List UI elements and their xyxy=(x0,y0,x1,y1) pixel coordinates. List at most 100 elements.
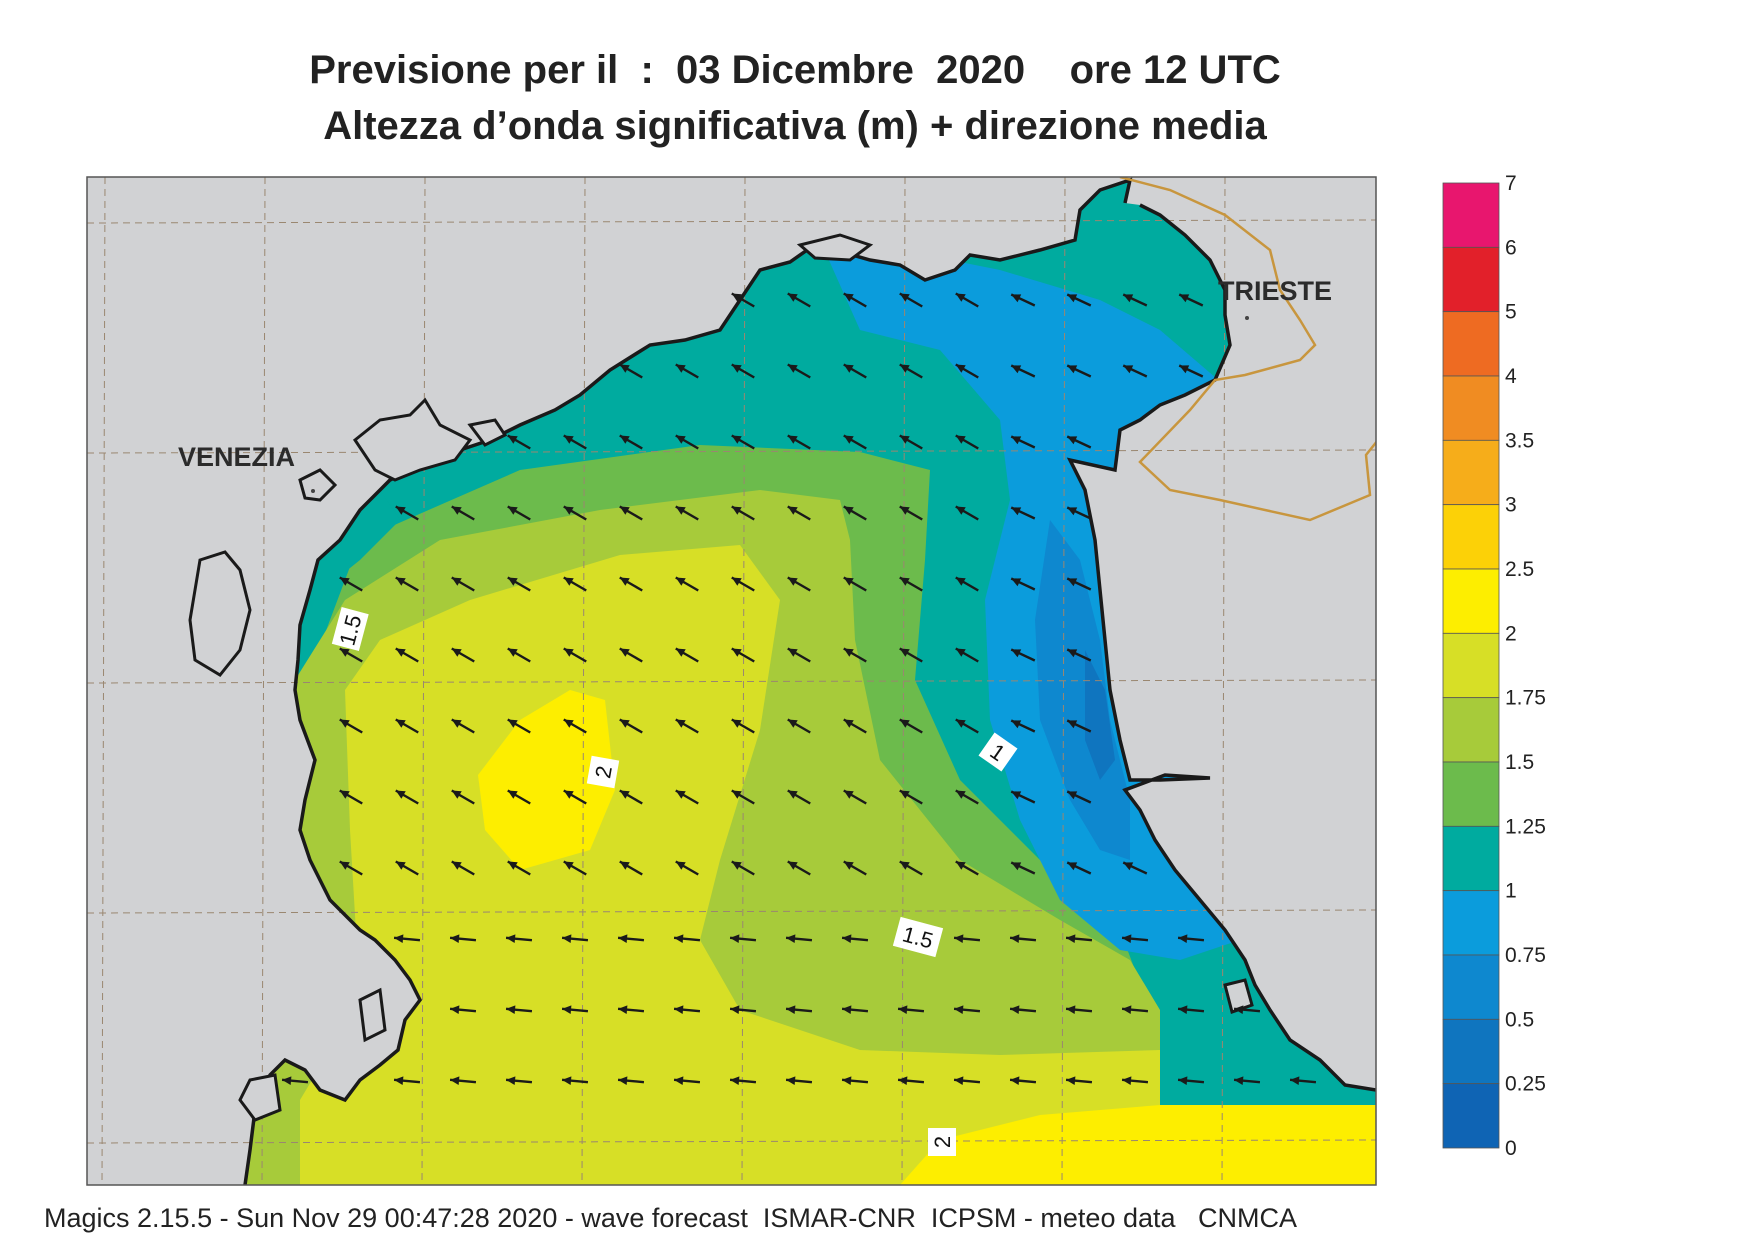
direction-arrow-head xyxy=(1010,1076,1020,1085)
direction-arrow-head xyxy=(786,1005,796,1014)
direction-arrow-head xyxy=(563,577,574,586)
venezia-marker xyxy=(311,489,315,493)
direction-arrow-head xyxy=(507,577,518,586)
direction-arrow-head xyxy=(506,1005,516,1014)
direction-arrow-head xyxy=(619,435,630,444)
coastline xyxy=(243,177,1376,1185)
legend-label: 7 xyxy=(1505,172,1517,195)
direction-arrow-head xyxy=(1011,365,1022,374)
direction-arrow-head xyxy=(730,934,740,943)
direction-arrow-head xyxy=(731,506,742,515)
contour-label-2-south: 2 xyxy=(930,1136,955,1148)
direction-arrow-head xyxy=(898,1005,908,1014)
direction-arrow-head xyxy=(1067,294,1078,303)
direction-arrow-head xyxy=(1011,862,1022,871)
direction-arrow-head xyxy=(562,1005,572,1014)
direction-arrow-head xyxy=(1123,294,1134,303)
legend-swatch xyxy=(1442,375,1500,441)
direction-arrow-head xyxy=(675,790,686,799)
direction-arrow-head xyxy=(1122,1005,1132,1014)
direction-arrow-head xyxy=(395,861,406,870)
direction-arrow-head xyxy=(1010,934,1020,943)
city-label-venezia: VENEZIA xyxy=(178,442,295,472)
direction-arrow-head xyxy=(1067,436,1078,445)
direction-arrow-head xyxy=(1011,649,1022,658)
legend-label: 1.5 xyxy=(1505,751,1534,774)
direction-arrow-head xyxy=(899,435,910,444)
legend-label: 0.75 xyxy=(1505,944,1546,967)
direction-arrow-head xyxy=(843,577,854,586)
direction-arrow-head xyxy=(843,719,854,728)
direction-arrow-head xyxy=(339,861,350,870)
direction-arrow-head xyxy=(395,506,406,515)
direction-arrow-head xyxy=(842,1005,852,1014)
direction-arrow-head xyxy=(507,790,518,799)
legend-label: 0.5 xyxy=(1505,1008,1534,1031)
direction-arrow-head xyxy=(787,364,798,373)
direction-arrow-head xyxy=(955,861,966,870)
direction-arrow-head xyxy=(787,861,798,870)
title-line-1: Previsione per il : 03 Dicembre 2020 ore… xyxy=(309,48,1281,92)
title-line-2: Altezza d’onda significativa (m) + direz… xyxy=(323,104,1267,148)
legend-swatch xyxy=(1442,632,1500,699)
legend-label: 5 xyxy=(1505,301,1517,324)
legend-swatch xyxy=(1442,954,1500,1020)
band-2-25-south xyxy=(900,1105,1376,1185)
direction-arrow-head xyxy=(899,861,910,870)
direction-arrow-head xyxy=(842,1076,852,1085)
direction-arrow-head xyxy=(955,506,966,515)
direction-arrow-head xyxy=(450,1005,460,1014)
direction-arrow-head xyxy=(451,648,462,657)
direction-arrow-head xyxy=(618,1005,628,1014)
direction-arrow-head xyxy=(675,648,686,657)
direction-arrow-head xyxy=(507,719,518,728)
direction-arrow-head xyxy=(394,1076,404,1085)
direction-arrow-head xyxy=(1067,365,1078,374)
direction-arrow-head xyxy=(731,861,742,870)
direction-arrow-head xyxy=(563,435,574,444)
footer-credits: Magics 2.15.5 - Sun Nov 29 00:47:28 2020… xyxy=(44,1203,1298,1233)
legend-swatch xyxy=(1442,246,1500,313)
direction-arrow-head xyxy=(787,719,798,728)
direction-arrow-head xyxy=(563,648,574,657)
contour-label-2-west: 2 xyxy=(590,764,617,780)
direction-arrow-head xyxy=(563,861,574,870)
direction-arrow-head xyxy=(731,435,742,444)
direction-arrow-head xyxy=(899,293,910,302)
direction-arrow-head xyxy=(954,1076,964,1085)
direction-arrow-head xyxy=(675,719,686,728)
legend-label: 3.5 xyxy=(1505,429,1534,452)
colorbar-legend: 7 6 5 4 3.5 3 2.5 2 1.75 1.5 1.25 1 0.75 0.5 0.25 0 xyxy=(1442,172,1546,1160)
direction-arrow-head xyxy=(1234,1005,1244,1014)
direction-arrow-head xyxy=(1234,1076,1244,1085)
direction-arrow-head xyxy=(451,577,462,586)
direction-arrow-head xyxy=(394,934,404,943)
direction-arrow-head xyxy=(619,577,630,586)
legend-swatch xyxy=(1442,504,1500,570)
direction-arrow-head xyxy=(843,364,854,373)
direction-arrow-head xyxy=(1067,791,1078,800)
direction-arrow-head xyxy=(507,861,518,870)
band-175-2 xyxy=(300,545,1160,1185)
direction-arrow-head xyxy=(1178,934,1188,943)
direction-arrow-head xyxy=(395,790,406,799)
legend-label: 1.75 xyxy=(1505,687,1546,710)
direction-arrow-head xyxy=(451,506,462,515)
legend-swatch xyxy=(1442,761,1500,827)
direction-arrow-head xyxy=(619,719,630,728)
legend-swatch xyxy=(1442,890,1500,956)
direction-arrow-head xyxy=(1011,507,1022,516)
direction-arrow-head xyxy=(1178,1005,1188,1014)
direction-arrow-head xyxy=(899,577,910,586)
direction-arrow-head xyxy=(787,648,798,657)
direction-arrow-head xyxy=(507,506,518,515)
direction-arrow-head xyxy=(1123,862,1134,871)
direction-arrow-head xyxy=(731,790,742,799)
direction-arrow-head xyxy=(395,719,406,728)
direction-arrow-head xyxy=(1067,649,1078,658)
direction-arrow-head xyxy=(955,435,966,444)
direction-arrow-head xyxy=(1011,578,1022,587)
legend-label: 0.25 xyxy=(1505,1073,1546,1096)
map-frame xyxy=(86,176,1377,1186)
